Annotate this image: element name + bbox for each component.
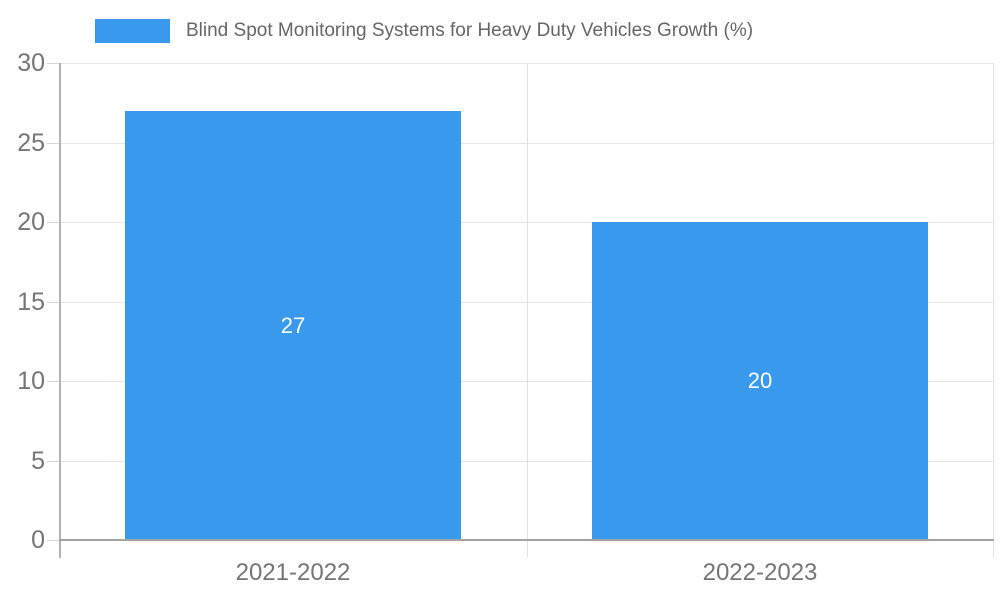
- gridline: [60, 381, 993, 382]
- gridline: [60, 143, 993, 144]
- x-tick-label: 2021-2022: [235, 559, 351, 586]
- y-axis-tick: [47, 540, 60, 541]
- gridline: [60, 461, 993, 462]
- chart-legend: Blind Spot Monitoring Systems for Heavy …: [95, 17, 753, 45]
- y-axis-tick: [47, 302, 60, 303]
- x-axis-line: [59, 539, 994, 541]
- y-axis-tick: [47, 222, 60, 223]
- gridline: [60, 302, 993, 303]
- x-tick-label: 2022-2023: [702, 559, 818, 586]
- plot-right-border: [993, 63, 994, 557]
- y-axis-line: [59, 63, 61, 558]
- legend-color-swatch: [95, 19, 170, 43]
- legend-series-label: Blind Spot Monitoring Systems for Heavy …: [186, 20, 754, 41]
- y-tick-label: 30: [17, 49, 45, 77]
- y-tick-label: 15: [17, 288, 45, 316]
- gridline: [60, 63, 993, 64]
- bar-value-label: 27: [280, 313, 306, 338]
- bar: [592, 222, 928, 540]
- y-tick-label: 20: [17, 208, 45, 236]
- y-tick-label: 0: [31, 526, 45, 554]
- y-tick-label: 25: [17, 129, 45, 157]
- bar-value-label: 20: [747, 368, 773, 393]
- bar: [125, 111, 461, 540]
- gridline: [60, 222, 993, 223]
- y-tick-label: 5: [31, 447, 45, 475]
- y-tick-label: 10: [17, 367, 45, 395]
- y-axis-tick: [47, 143, 60, 144]
- category-divider: [527, 63, 528, 557]
- y-axis-tick: [47, 461, 60, 462]
- y-axis-tick: [47, 63, 60, 64]
- y-axis-tick: [47, 381, 60, 382]
